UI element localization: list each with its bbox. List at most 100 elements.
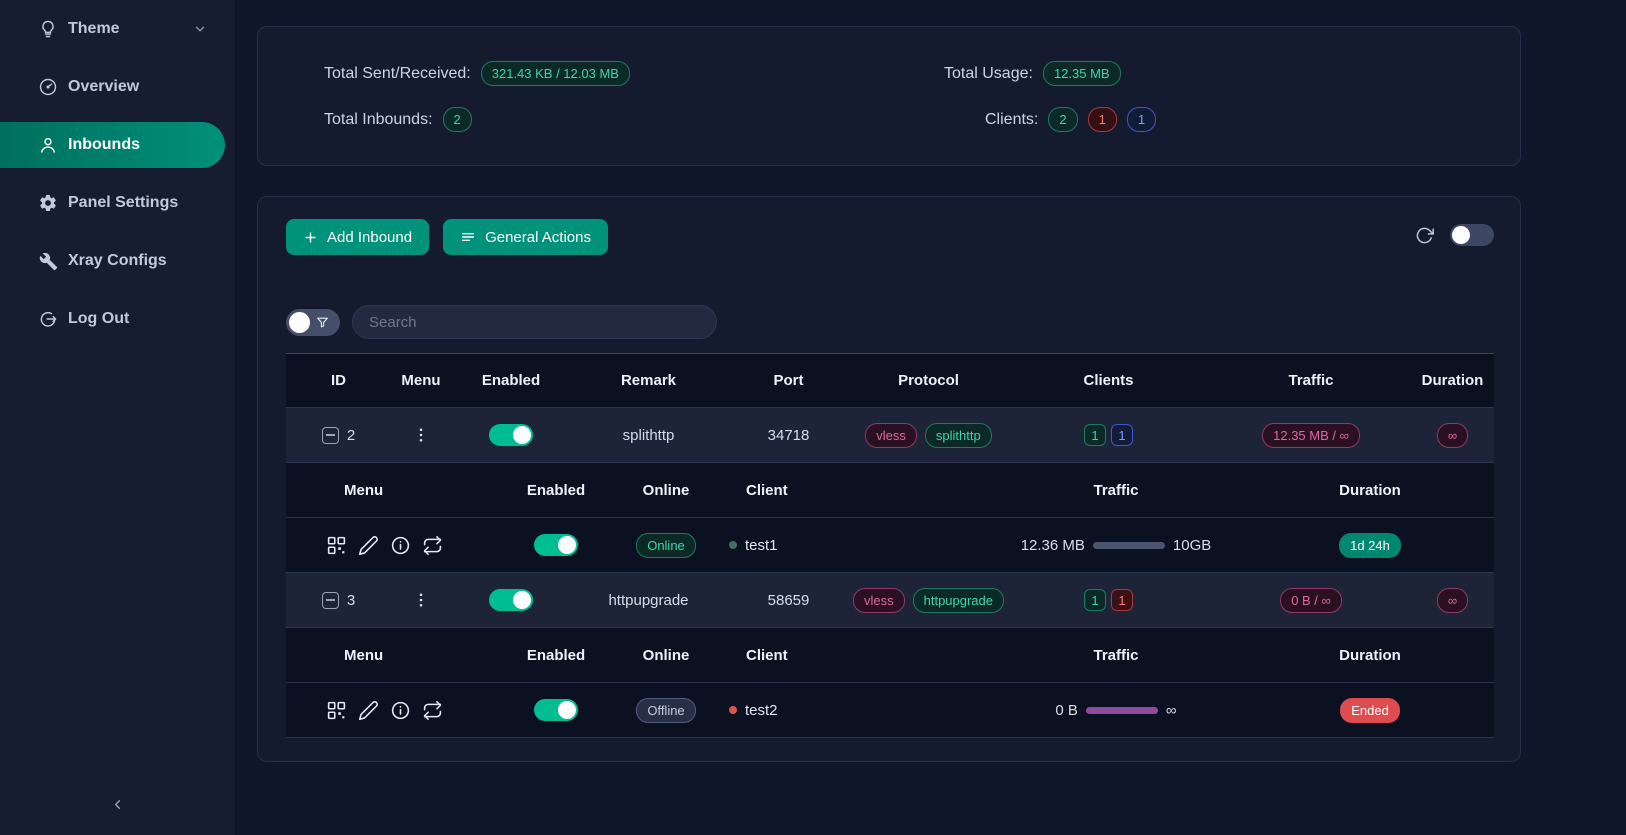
sidebar-collapse-button[interactable] xyxy=(0,797,235,817)
stat-label: Total Inbounds: xyxy=(324,110,433,128)
subheader-enabled: Enabled xyxy=(526,481,586,499)
info-icon[interactable] xyxy=(390,700,411,721)
menu-cell xyxy=(391,426,451,444)
menu-cell xyxy=(391,591,451,609)
client-enabled-toggle[interactable] xyxy=(534,534,578,556)
subheader-traffic: Traffic xyxy=(1093,481,1139,499)
header-enabled: Enabled xyxy=(481,372,541,389)
inbound-enabled-toggle[interactable] xyxy=(489,424,533,446)
client-row: Offline test2 0 B ∞ Ended xyxy=(286,683,1494,738)
collapse-row-button[interactable] xyxy=(321,591,339,609)
subheader-menu: Menu xyxy=(344,646,384,664)
toggle-knob xyxy=(289,311,310,333)
minus-icon xyxy=(325,599,335,601)
wrench-icon xyxy=(38,251,58,271)
sidebar-item-inbounds[interactable]: Inbounds xyxy=(0,122,225,168)
sidebar-item-overview[interactable]: Overview xyxy=(0,64,235,110)
stat-total-inbounds: Total Inbounds: 2 xyxy=(324,107,472,132)
stats-card: Total Sent/Received: 321.43 KB / 12.03 M… xyxy=(257,26,1521,166)
sidebar-item-theme[interactable]: Theme xyxy=(0,6,235,52)
inbounds-table: ID Menu Enabled Remark Port Protocol Cli… xyxy=(286,353,1494,738)
qr-code-icon[interactable] xyxy=(326,535,347,556)
protocol-cell: vless httpupgrade xyxy=(851,587,1006,613)
protocol-cell: vless splithttp xyxy=(851,422,1006,448)
stat-total-usage: Total Usage: 12.35 MB xyxy=(944,61,1121,86)
sidebar-item-label: Overview xyxy=(68,78,140,95)
toggle-knob xyxy=(513,591,531,609)
sidebar-item-panel-settings[interactable]: Panel Settings xyxy=(0,180,235,226)
subheader-enabled: Enabled xyxy=(526,646,586,664)
client-name-cell: test2 xyxy=(716,702,986,719)
traffic-used: 12.36 MB xyxy=(1020,536,1085,554)
inbounds-card: Add Inbound General Actions xyxy=(257,196,1521,762)
id-cell: 2 xyxy=(286,426,391,444)
sidebar-item-label: Xray Configs xyxy=(68,252,167,269)
header-clients: Clients xyxy=(1083,372,1134,389)
refresh-icon[interactable] xyxy=(1415,226,1434,245)
subheader-online: Online xyxy=(642,481,690,499)
search-input[interactable] xyxy=(352,305,717,339)
traffic-badge: 0 B / ∞ xyxy=(1280,587,1342,613)
edit-icon[interactable] xyxy=(358,535,379,556)
bulb-icon xyxy=(38,19,58,39)
funnel-icon xyxy=(316,316,329,329)
client-status-dot xyxy=(729,706,737,714)
client-enabled-toggle[interactable] xyxy=(534,699,578,721)
auto-refresh-toggle[interactable] xyxy=(1450,224,1494,246)
reset-traffic-icon[interactable] xyxy=(422,700,443,721)
reset-traffic-icon[interactable] xyxy=(422,535,443,556)
sidebar-item-xray-configs[interactable]: Xray Configs xyxy=(0,238,235,284)
info-icon[interactable] xyxy=(390,535,411,556)
toolbar: Add Inbound General Actions xyxy=(286,219,608,255)
client-enabled-cell xyxy=(496,534,616,556)
traffic-cell: 12.35 MB / ∞ xyxy=(1211,422,1411,448)
client-status-dot xyxy=(729,541,737,549)
sent-received-badge: 321.43 KB / 12.03 MB xyxy=(480,61,630,86)
add-inbound-label: Add Inbound xyxy=(327,228,413,246)
subheader-duration: Duration xyxy=(1339,481,1401,499)
collapse-row-button[interactable] xyxy=(321,426,339,444)
chevron-left-icon xyxy=(110,797,125,817)
edit-icon[interactable] xyxy=(358,700,379,721)
more-menu-button[interactable] xyxy=(412,426,430,444)
user-icon xyxy=(38,135,58,155)
sidebar-item-label: Log Out xyxy=(68,310,130,327)
gear-icon xyxy=(38,193,58,213)
header-id: ID xyxy=(331,372,346,389)
client-count-active-badge: 1 xyxy=(1084,424,1106,446)
id-cell: 3 xyxy=(286,591,391,609)
general-actions-button[interactable]: General Actions xyxy=(443,219,608,255)
clients-active-badge: 2 xyxy=(1048,107,1078,132)
add-inbound-button[interactable]: Add Inbound xyxy=(286,219,430,255)
subheader-online: Online xyxy=(642,646,690,664)
stat-clients: Clients: 2 1 1 xyxy=(985,107,1157,132)
client-duration-cell: 1d 24h xyxy=(1246,532,1494,558)
logout-icon xyxy=(38,309,58,329)
filter-toggle[interactable] xyxy=(286,308,340,336)
enabled-cell xyxy=(451,424,571,446)
toolbar-right xyxy=(1415,224,1494,246)
inbound-enabled-toggle[interactable] xyxy=(489,589,533,611)
plus-icon xyxy=(303,230,318,245)
qr-code-icon[interactable] xyxy=(326,700,347,721)
traffic-badge: 12.35 MB / ∞ xyxy=(1262,422,1360,448)
client-duration-badge: 1d 24h xyxy=(1339,532,1401,558)
duration-badge: ∞ xyxy=(1436,422,1469,448)
transport-badge: httpupgrade xyxy=(912,587,1005,613)
client-traffic-cell: 0 B ∞ xyxy=(986,702,1246,719)
client-actions-cell xyxy=(286,535,496,556)
client-count-online-badge: 1 xyxy=(1111,424,1133,446)
client-traffic-cell: 12.36 MB 10GB xyxy=(986,537,1246,554)
traffic-total: 10GB xyxy=(1172,536,1212,554)
total-inbounds-badge: 2 xyxy=(442,107,472,132)
sidebar: Theme Overview Inbounds Panel Settings xyxy=(0,0,235,835)
port-cell: 34718 xyxy=(767,426,810,444)
port-cell: 58659 xyxy=(767,591,810,609)
subheader-client: Client xyxy=(746,481,788,499)
more-menu-button[interactable] xyxy=(412,591,430,609)
header-protocol: Protocol xyxy=(898,372,959,389)
traffic-total: ∞ xyxy=(1165,701,1177,719)
sidebar-item-log-out[interactable]: Log Out xyxy=(0,296,235,342)
inbound-id: 3 xyxy=(346,591,356,609)
subheader-duration: Duration xyxy=(1339,646,1401,664)
